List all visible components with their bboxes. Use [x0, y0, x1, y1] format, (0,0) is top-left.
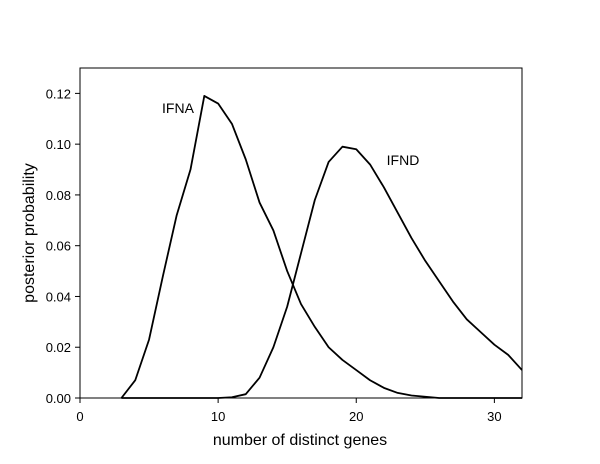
series-label: IFND [387, 152, 420, 168]
y-tick-label: 0.12 [46, 86, 71, 101]
x-tick-label: 10 [211, 409, 225, 424]
series-line [121, 145, 523, 399]
y-tick-label: 0.10 [46, 137, 71, 152]
y-tick-label: 0.00 [46, 391, 71, 406]
y-tick-label: 0.06 [46, 239, 71, 254]
series-line [120, 95, 522, 399]
y-tick-label: 0.02 [46, 340, 71, 355]
y-tick-label: 0.08 [46, 188, 71, 203]
series-label: IFNA [162, 100, 195, 116]
x-axis-label: number of distinct genes [213, 432, 387, 449]
x-tick-label: 0 [76, 409, 83, 424]
y-axis-label: posterior probability [21, 163, 38, 303]
x-tick-label: 20 [349, 409, 363, 424]
y-tick-label: 0.04 [46, 289, 71, 304]
x-tick-label: 30 [487, 409, 501, 424]
plot-frame [79, 67, 523, 399]
